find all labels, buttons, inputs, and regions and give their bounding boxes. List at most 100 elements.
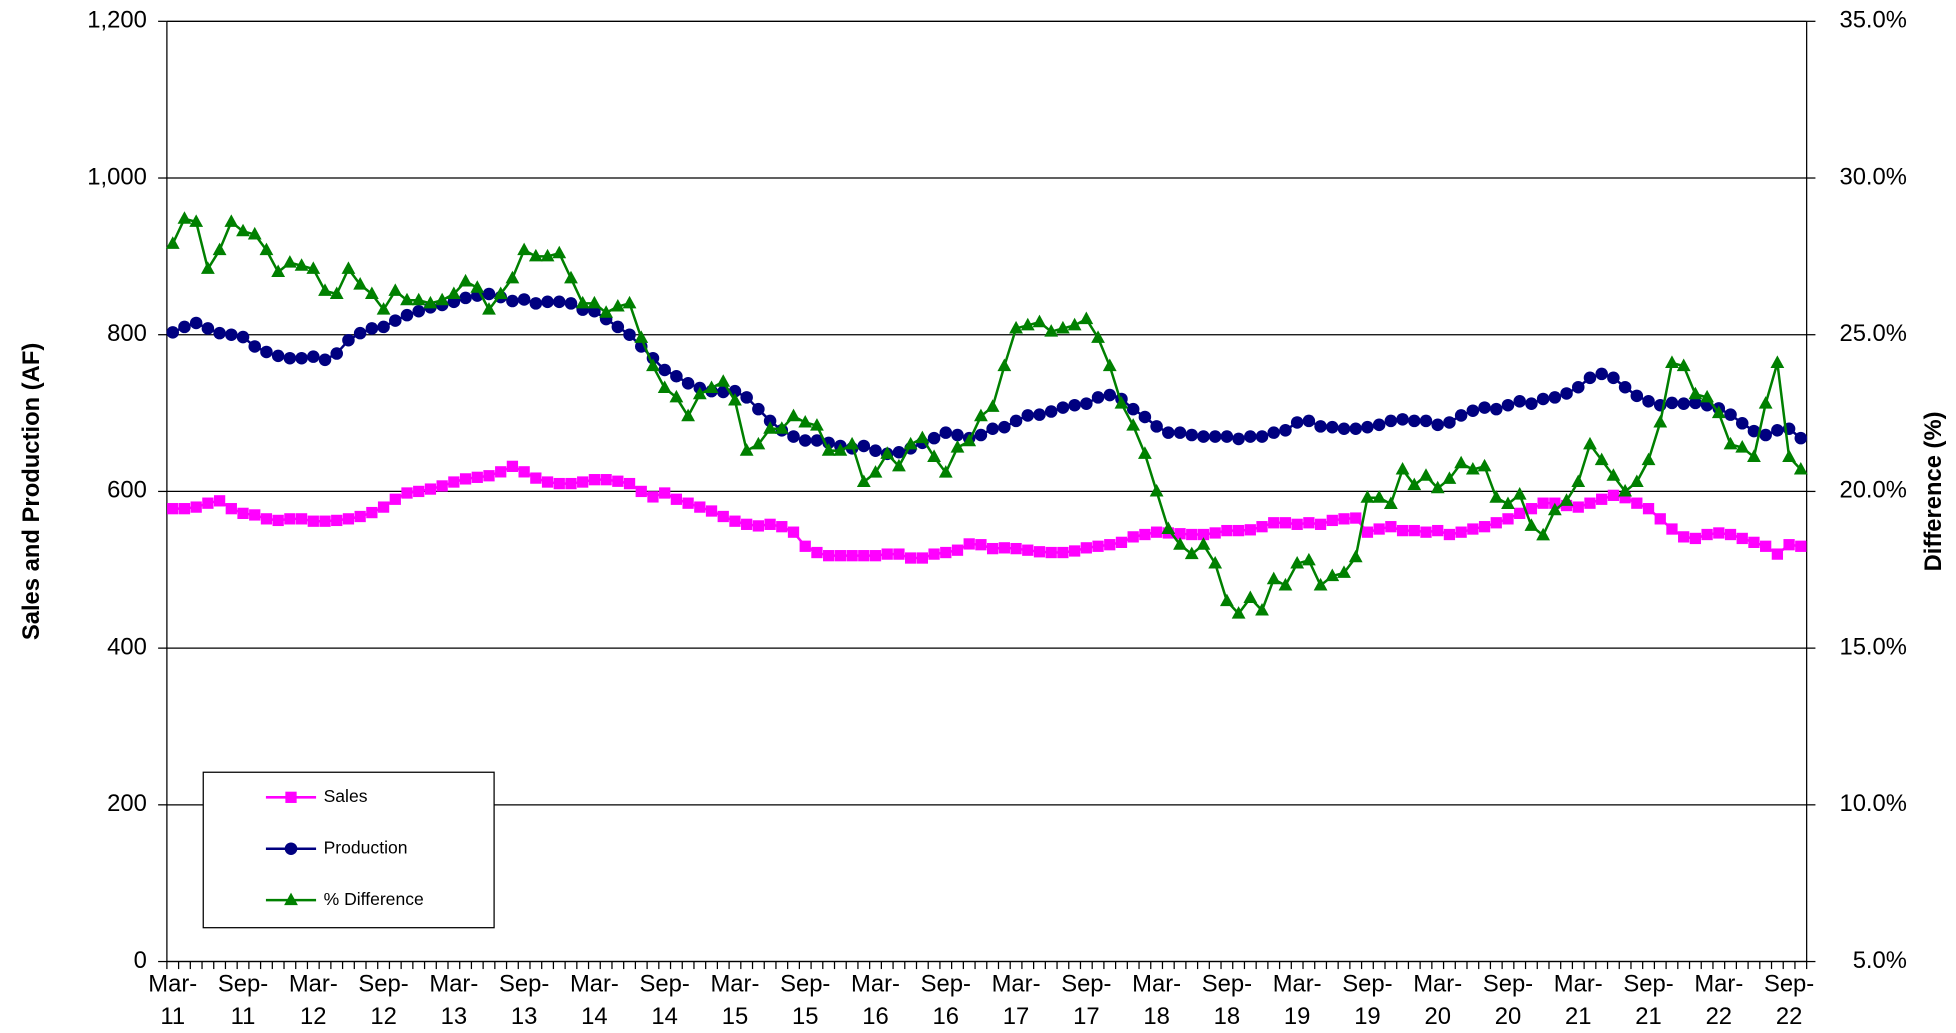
marker — [1443, 416, 1456, 429]
marker — [553, 477, 565, 490]
marker — [165, 236, 180, 249]
marker — [319, 515, 331, 527]
marker — [178, 503, 191, 515]
marker — [1091, 330, 1105, 343]
marker — [1525, 397, 1538, 410]
x-tick-label-part: Sep- — [1342, 971, 1392, 998]
marker — [1771, 548, 1784, 560]
marker — [167, 503, 179, 515]
x-tick-label-part: 13 — [441, 1003, 467, 1030]
marker — [658, 363, 671, 377]
marker — [1502, 513, 1514, 525]
x-tick-label: Sep- 11 — [218, 971, 268, 1031]
x-tick-label: Mar- 13 — [429, 971, 478, 1031]
marker — [659, 487, 671, 499]
marker — [470, 280, 485, 293]
marker — [1583, 436, 1597, 450]
marker — [260, 345, 273, 359]
marker — [1150, 526, 1163, 538]
marker — [1771, 424, 1784, 437]
marker — [1594, 452, 1609, 466]
x-tick-label: Sep- 12 — [358, 971, 408, 1031]
marker — [283, 351, 297, 365]
marker — [1641, 452, 1656, 466]
marker — [1279, 517, 1292, 529]
marker — [1068, 398, 1081, 412]
marker — [1068, 545, 1081, 557]
marker — [506, 460, 519, 472]
x-tick-label: Sep- 20 — [1483, 971, 1533, 1031]
marker — [1395, 461, 1410, 475]
marker — [997, 358, 1012, 372]
marker — [353, 326, 367, 340]
marker — [541, 476, 554, 488]
marker — [541, 295, 554, 309]
marker — [623, 477, 636, 490]
marker — [564, 270, 578, 284]
marker — [1057, 546, 1069, 559]
marker — [1747, 424, 1761, 438]
marker — [1056, 320, 1070, 334]
marker — [1490, 517, 1502, 529]
x-tick-label: Mar- 16 — [851, 971, 900, 1031]
legend-label: Sales — [324, 786, 368, 806]
marker — [892, 445, 906, 459]
marker — [1243, 590, 1258, 604]
marker — [1173, 537, 1187, 550]
marker — [1408, 524, 1420, 537]
marker — [1010, 542, 1022, 555]
marker — [1290, 555, 1305, 569]
marker — [1349, 422, 1362, 436]
marker — [1431, 418, 1444, 432]
marker — [1174, 528, 1186, 540]
marker — [1244, 524, 1256, 536]
marker — [612, 475, 624, 487]
marker — [260, 513, 273, 525]
marker — [190, 501, 202, 513]
marker — [1138, 410, 1152, 424]
marker — [225, 328, 238, 341]
marker — [459, 291, 472, 305]
y2-tick-label: 15.0% — [1839, 633, 1906, 660]
marker — [1618, 483, 1633, 497]
marker — [657, 380, 672, 394]
marker — [1419, 468, 1433, 481]
x-tick-label-part: Mar- — [710, 971, 759, 998]
marker — [1126, 418, 1141, 431]
marker — [1478, 521, 1491, 533]
marker — [1606, 468, 1621, 481]
marker — [1383, 496, 1398, 509]
marker — [916, 552, 928, 564]
marker — [294, 258, 309, 271]
marker — [1149, 483, 1164, 497]
marker — [1770, 355, 1785, 368]
x-tick-label-part: 21 — [1565, 1003, 1591, 1030]
marker — [1326, 514, 1338, 527]
marker — [1313, 577, 1328, 591]
marker — [963, 538, 975, 550]
marker — [1372, 418, 1386, 432]
marker — [1208, 555, 1223, 569]
x-tick-label-part: 19 — [1354, 1003, 1380, 1030]
marker — [295, 351, 308, 365]
marker — [1666, 523, 1678, 535]
marker — [1665, 396, 1679, 410]
x-tick-label: Sep- 13 — [499, 971, 549, 1031]
marker — [1442, 471, 1457, 484]
marker — [1420, 526, 1432, 538]
marker — [1713, 527, 1725, 539]
marker — [1255, 603, 1269, 616]
marker — [307, 515, 319, 527]
marker — [1407, 477, 1422, 491]
marker — [1173, 426, 1187, 439]
marker — [493, 286, 508, 299]
marker — [692, 386, 707, 400]
marker — [285, 791, 297, 803]
marker — [201, 322, 215, 335]
marker — [729, 515, 741, 527]
marker — [1465, 461, 1480, 475]
x-tick-label-part: Mar- — [429, 971, 478, 998]
marker — [739, 443, 754, 456]
marker — [1547, 502, 1562, 516]
marker — [810, 434, 824, 447]
